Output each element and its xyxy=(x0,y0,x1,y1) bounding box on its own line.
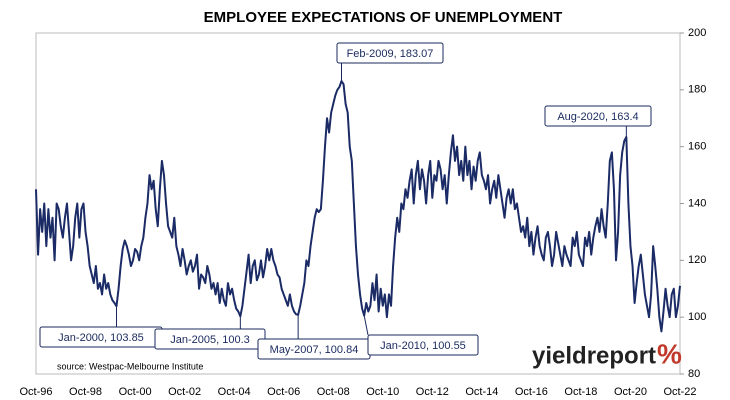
y-tick-label: 80 xyxy=(688,368,700,380)
annotation-label: Aug-2020, 163.4 xyxy=(557,111,638,123)
x-tick-label: Oct-20 xyxy=(614,386,647,398)
annotation-box xyxy=(544,105,652,127)
x-tick-label: Oct-10 xyxy=(366,386,399,398)
annotation-label: May-2007, 100.84 xyxy=(270,344,359,356)
x-tick-label: Oct-04 xyxy=(218,386,251,398)
annotation-label: Feb-2009, 183.07 xyxy=(347,48,434,60)
annotation-pointer xyxy=(363,315,369,336)
y-tick-label: 120 xyxy=(688,254,706,266)
data-line xyxy=(35,80,681,333)
x-tick-label: Oct-96 xyxy=(19,386,52,398)
x-tick-label: Oct-06 xyxy=(267,386,300,398)
plot-area xyxy=(35,32,681,375)
x-tick-label: Oct-14 xyxy=(465,386,498,398)
chart-title: EMPLOYEE EXPECTATIONS OF UNEMPLOYMENT xyxy=(204,9,563,26)
x-tick-label: Oct-12 xyxy=(416,386,449,398)
y-tick-label: 100 xyxy=(688,311,706,323)
x-tick-label: Oct-00 xyxy=(119,386,152,398)
x-tick-label: Oct-98 xyxy=(69,386,102,398)
x-tick-label: Oct-18 xyxy=(564,386,597,398)
y-tick-label: 180 xyxy=(688,84,706,96)
annotation-box xyxy=(336,42,444,64)
brand-mark: % xyxy=(657,338,682,369)
brand-logo: yieldreport xyxy=(532,342,656,369)
x-tick-label: Oct-02 xyxy=(168,386,201,398)
x-tick-label: Oct-08 xyxy=(317,386,350,398)
y-tick-label: 140 xyxy=(688,197,706,209)
y-tick-label: 160 xyxy=(688,141,706,153)
annotation-label: Jan-2000, 103.85 xyxy=(58,332,144,344)
annotation-box xyxy=(367,334,479,356)
x-tick-label: Oct-22 xyxy=(663,386,696,398)
annotation-label: Jan-2010, 100.55 xyxy=(380,340,466,352)
y-tick-label: 200 xyxy=(688,27,706,39)
x-tick-label: Oct-16 xyxy=(515,386,548,398)
source-note: source: Westpac-Melbourne Institute xyxy=(57,361,203,371)
annotation-label: Jan-2005, 100.3 xyxy=(170,334,250,346)
